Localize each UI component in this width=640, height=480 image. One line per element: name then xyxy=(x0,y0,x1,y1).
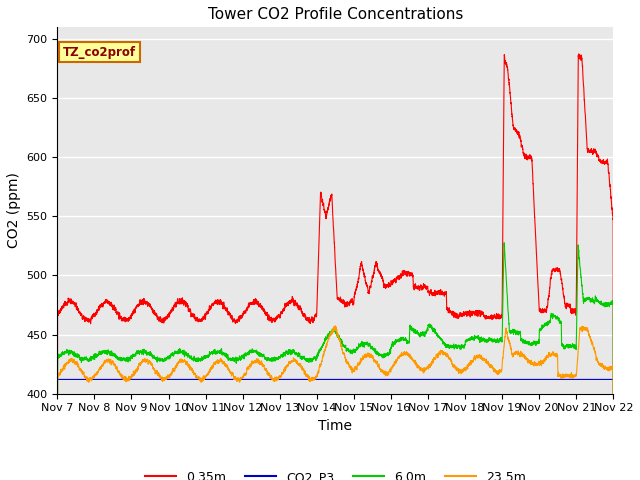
0.35m xyxy=(575,51,582,57)
23.5m xyxy=(160,378,168,384)
Line: 23.5m: 23.5m xyxy=(58,326,613,480)
23.5m xyxy=(545,351,553,357)
0.35m xyxy=(160,320,168,325)
CO2_P3 xyxy=(160,376,168,382)
6.0m xyxy=(77,355,84,360)
23.5m xyxy=(482,359,490,364)
0.35m xyxy=(482,315,490,321)
Y-axis label: CO2 (ppm): CO2 (ppm) xyxy=(7,172,21,248)
CO2_P3 xyxy=(54,376,61,382)
6.0m xyxy=(160,358,168,364)
6.0m xyxy=(482,337,490,343)
CO2_P3 xyxy=(448,376,456,382)
CO2_P3 xyxy=(77,376,84,382)
0.35m xyxy=(77,312,84,318)
23.5m xyxy=(77,367,84,373)
CO2_P3 xyxy=(482,376,490,382)
23.5m xyxy=(332,323,339,329)
23.5m xyxy=(448,361,456,367)
23.5m xyxy=(401,350,409,356)
CO2_P3 xyxy=(545,376,553,382)
Line: 6.0m: 6.0m xyxy=(58,243,613,480)
0.35m xyxy=(401,269,408,275)
Legend: 0.35m, CO2_P3, 6.0m, 23.5m: 0.35m, CO2_P3, 6.0m, 23.5m xyxy=(140,466,531,480)
0.35m xyxy=(448,312,456,318)
X-axis label: Time: Time xyxy=(318,419,353,433)
Text: TZ_co2prof: TZ_co2prof xyxy=(63,46,136,59)
6.0m xyxy=(401,336,408,342)
CO2_P3 xyxy=(401,376,408,382)
6.0m xyxy=(500,240,508,246)
0.35m xyxy=(609,457,617,463)
6.0m xyxy=(545,320,553,325)
0.35m xyxy=(545,289,553,295)
CO2_P3 xyxy=(609,376,617,382)
6.0m xyxy=(448,344,456,349)
Line: 0.35m: 0.35m xyxy=(58,54,613,480)
Title: Tower CO2 Profile Concentrations: Tower CO2 Profile Concentrations xyxy=(207,7,463,22)
